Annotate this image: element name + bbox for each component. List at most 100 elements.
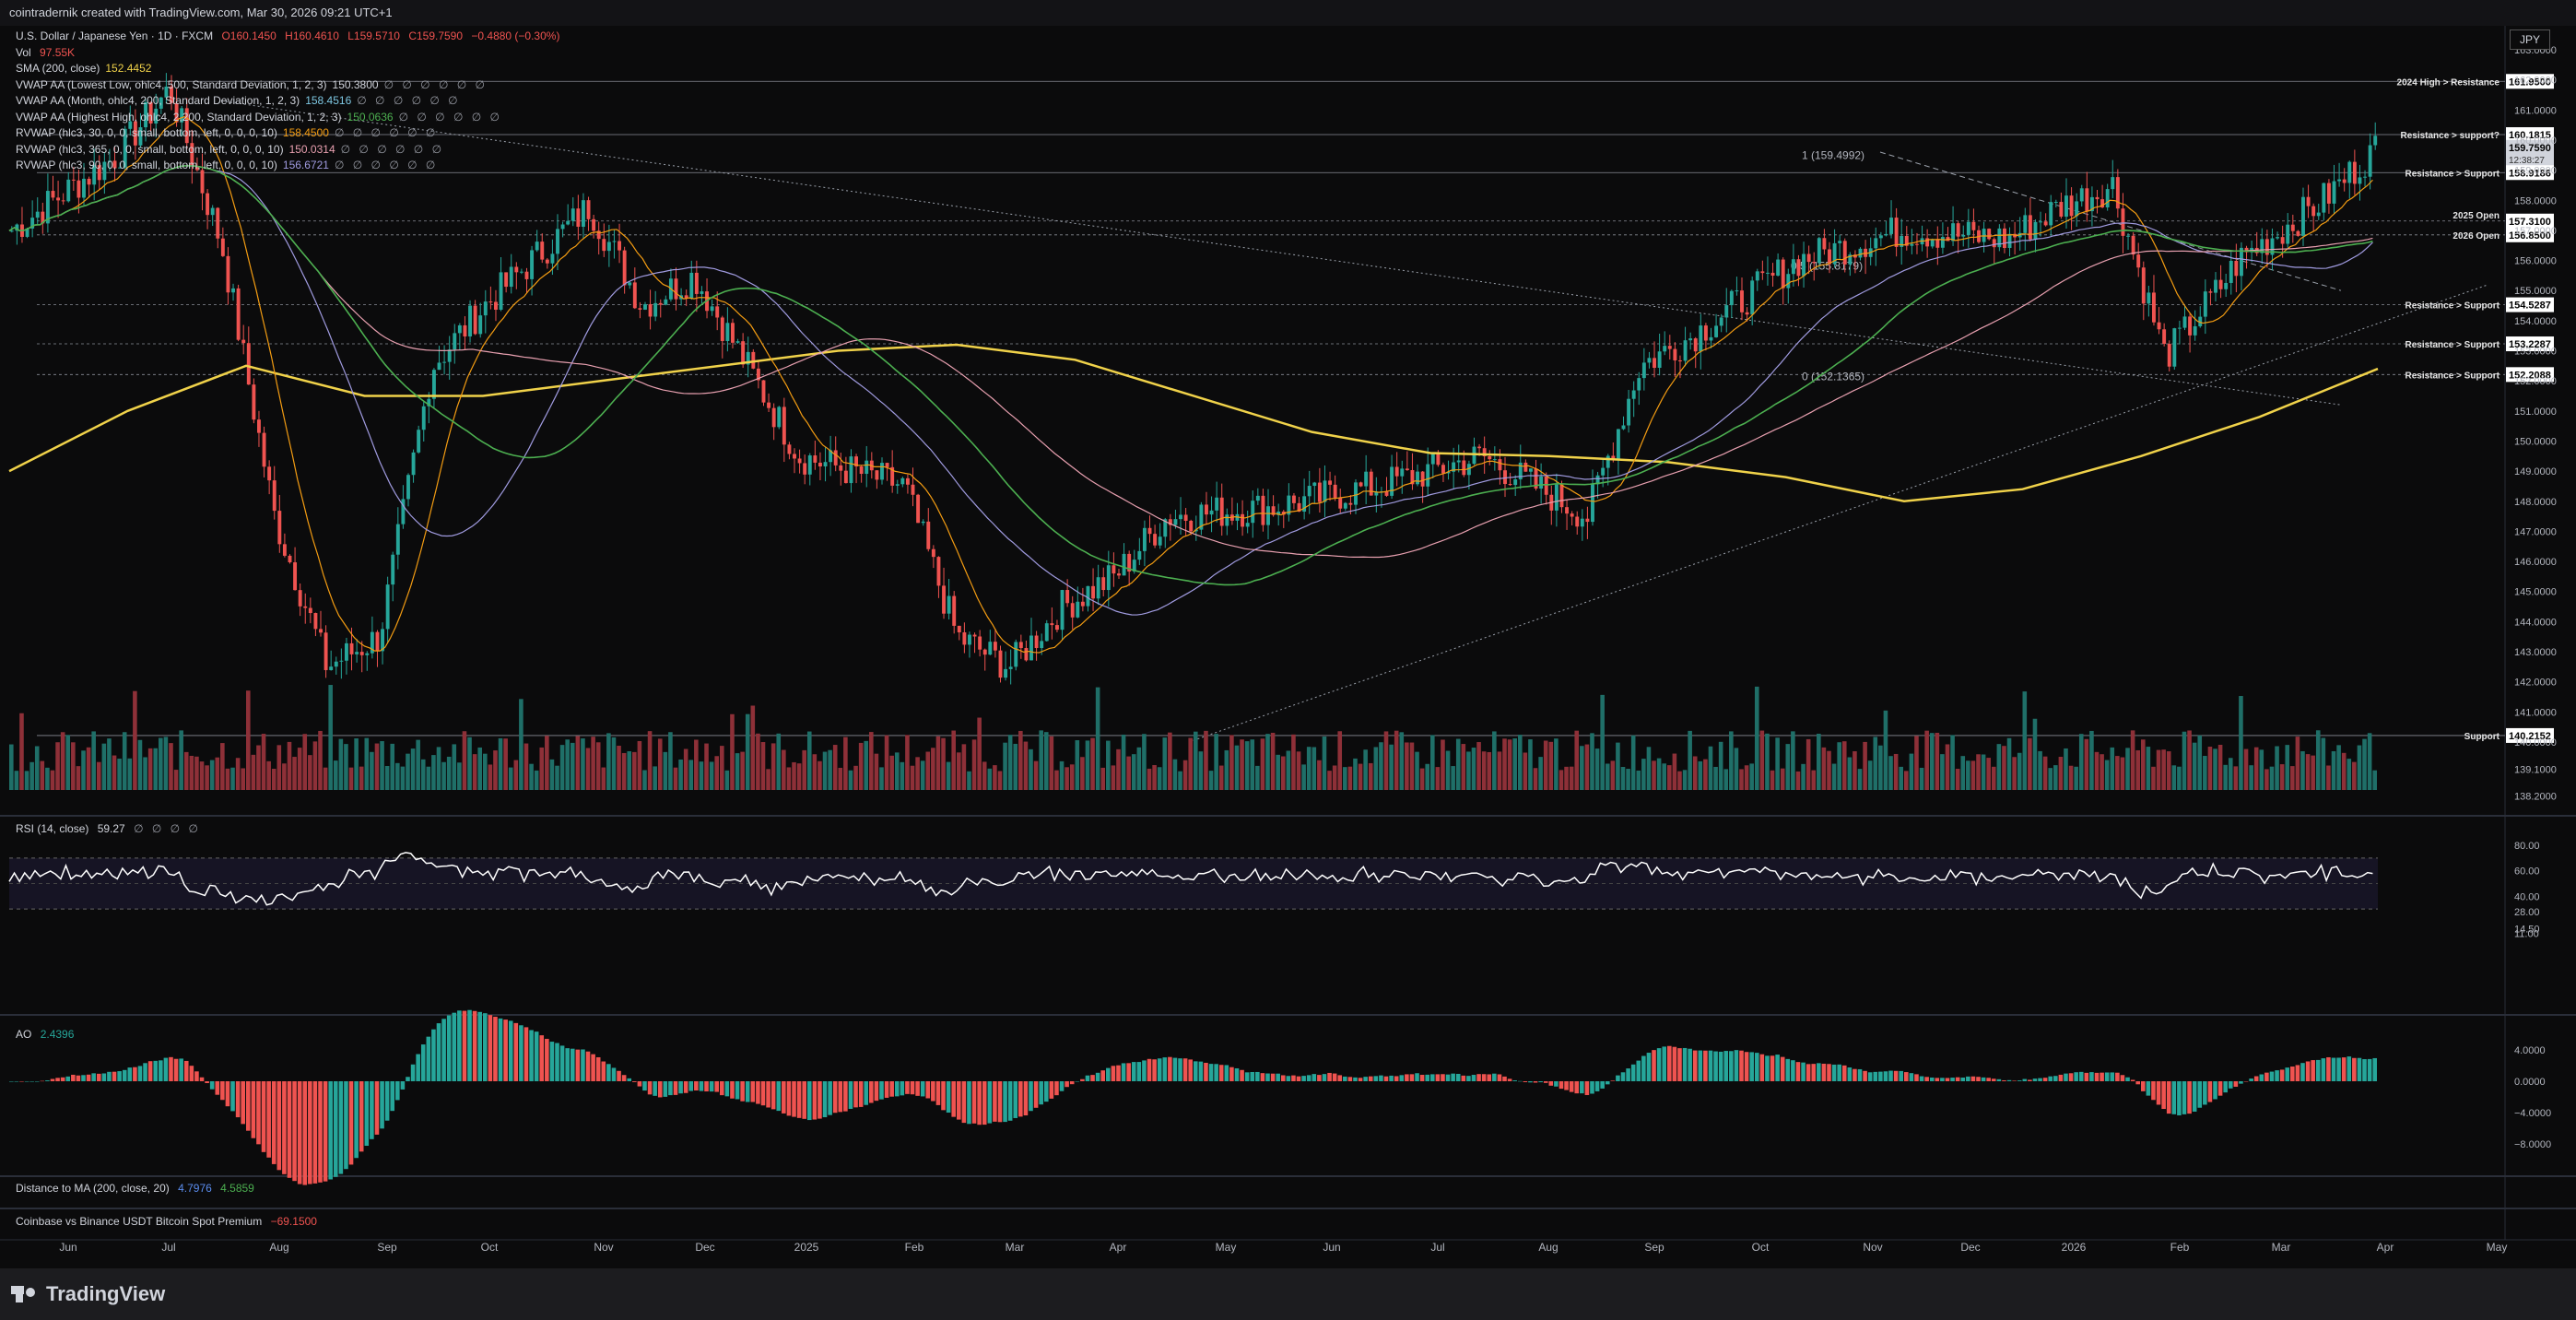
ao-bar (1291, 1075, 1296, 1081)
candle-body (1065, 590, 1070, 604)
indicator-label[interactable]: RVWAP (hlc3, 30, 0, 0, small, bottom, le… (16, 126, 277, 139)
ao-bar (545, 1038, 549, 1081)
candle-body (2342, 179, 2347, 183)
ao-bar (426, 1036, 431, 1081)
volume-bar (1517, 735, 1523, 790)
volume-bar (611, 737, 617, 790)
ao-bar (1616, 1075, 1620, 1081)
ao-label[interactable]: AO (16, 1028, 32, 1041)
volume-bar (230, 767, 235, 790)
fib-label: 0 (152.1365) (1802, 371, 1864, 383)
volume-bar (1168, 732, 1172, 790)
indicator-label[interactable]: VWAP AA (Month, ohlc4, 200, Standard Dev… (16, 94, 300, 107)
ao-bar (2156, 1081, 2161, 1105)
candle-body (628, 282, 632, 286)
ao-bar (519, 1025, 523, 1081)
ao-bar (1620, 1072, 1626, 1081)
candle-body (942, 585, 946, 614)
volume-bar (1924, 730, 1929, 790)
candle-body (2131, 235, 2135, 255)
ao-bar (194, 1071, 199, 1081)
volume-bar (1914, 736, 1919, 790)
premium-label[interactable]: Coinbase vs Binance USDT Bitcoin Spot Pr… (16, 1215, 263, 1228)
volume-bar (19, 713, 24, 790)
volume-bar (2104, 760, 2110, 790)
candle-body (2352, 161, 2357, 184)
price-level-value: 140.2152 (2509, 731, 2551, 742)
ao-bar (1162, 1057, 1168, 1081)
ao-bar (153, 1060, 159, 1081)
volume-bar (1280, 756, 1286, 790)
level-label: Support (2464, 732, 2500, 742)
volume-bar (519, 699, 523, 790)
candle-body (1492, 459, 1497, 461)
volume-bar (2239, 696, 2243, 790)
volume-bar (683, 748, 688, 790)
candle-body (823, 462, 828, 466)
currency-badge[interactable]: JPY (2510, 29, 2550, 50)
candle-body (972, 634, 977, 637)
candle-body (1024, 648, 1029, 661)
indicator-label[interactable]: RVWAP (hlc3, 90, 0, 0, small, bottom, le… (16, 159, 277, 171)
ao-bar (1106, 1067, 1111, 1081)
candle-body (1915, 243, 1919, 245)
ao-bar (961, 1081, 967, 1124)
candle-body (735, 341, 740, 343)
rsi-label[interactable]: RSI (14, close) (16, 822, 89, 835)
volume-bar (1054, 770, 1059, 790)
volume-bar (977, 717, 982, 790)
ao-bar (879, 1081, 884, 1100)
ao-bar (493, 1017, 498, 1081)
ao-bar (735, 1081, 740, 1100)
symbol-name[interactable]: U.S. Dollar / Japanese Yen · 1D · FXCM (16, 29, 214, 42)
volume-bar (390, 743, 395, 790)
ao-bar (632, 1081, 637, 1082)
volume-bar (1178, 771, 1182, 790)
candle-body (1276, 512, 1281, 515)
candle-body (797, 458, 802, 464)
volume-bar (370, 751, 374, 790)
candle-body (1570, 513, 1574, 517)
candle-body (1601, 467, 1606, 476)
volume-bar (1116, 748, 1121, 790)
candle-body (2218, 279, 2223, 289)
indicator-label[interactable]: VWAP AA (Lowest Low, ohlc4, 500, Standar… (16, 77, 327, 91)
volume-bar (2058, 757, 2064, 790)
ao-bar (34, 1081, 40, 1082)
rsi-dots: ∅ ∅ ∅ ∅ (134, 822, 201, 835)
candle-body (875, 470, 879, 480)
candle-body (2100, 199, 2105, 207)
volume-bar (354, 738, 359, 790)
ao-bar (2249, 1078, 2253, 1081)
candle-body (689, 272, 694, 299)
indicator-label[interactable]: RVWAP (hlc3, 365, 0, 0, small, bottom, l… (16, 142, 284, 156)
volume-bar (1198, 751, 1204, 790)
candle-body (411, 452, 416, 476)
ao-bar (776, 1081, 782, 1112)
ao-bar (1667, 1045, 1672, 1081)
ao-bar (101, 1073, 107, 1081)
ao-bar (1688, 1048, 1692, 1081)
candle-body (771, 407, 776, 428)
volume-bar (1250, 739, 1255, 790)
vol-label[interactable]: Vol (16, 45, 31, 59)
volume-bar (2089, 730, 2094, 790)
dist-ma-label[interactable]: Distance to MA (200, close, 20) (16, 1182, 170, 1195)
time-axis-label: Jun (59, 1241, 76, 1254)
ao-bar (1744, 1052, 1749, 1081)
volume-bar (1821, 747, 1827, 790)
indicator-label[interactable]: SMA (200, close) (16, 62, 100, 75)
volume-bar (1111, 765, 1116, 790)
ao-bar (1121, 1063, 1126, 1081)
ao-bar (1847, 1067, 1853, 1081)
indicator-label[interactable]: VWAP AA (Highest High, ohlc4, 2,200, Sta… (16, 110, 342, 124)
ao-bar (1337, 1075, 1343, 1081)
ao-bar (889, 1081, 894, 1097)
ao-bar (745, 1081, 750, 1102)
candle-body (988, 642, 993, 655)
volume-bar (1904, 771, 1909, 790)
ao-bar (1136, 1062, 1142, 1081)
candle-body (1796, 259, 1801, 277)
volume-bar (869, 732, 874, 790)
